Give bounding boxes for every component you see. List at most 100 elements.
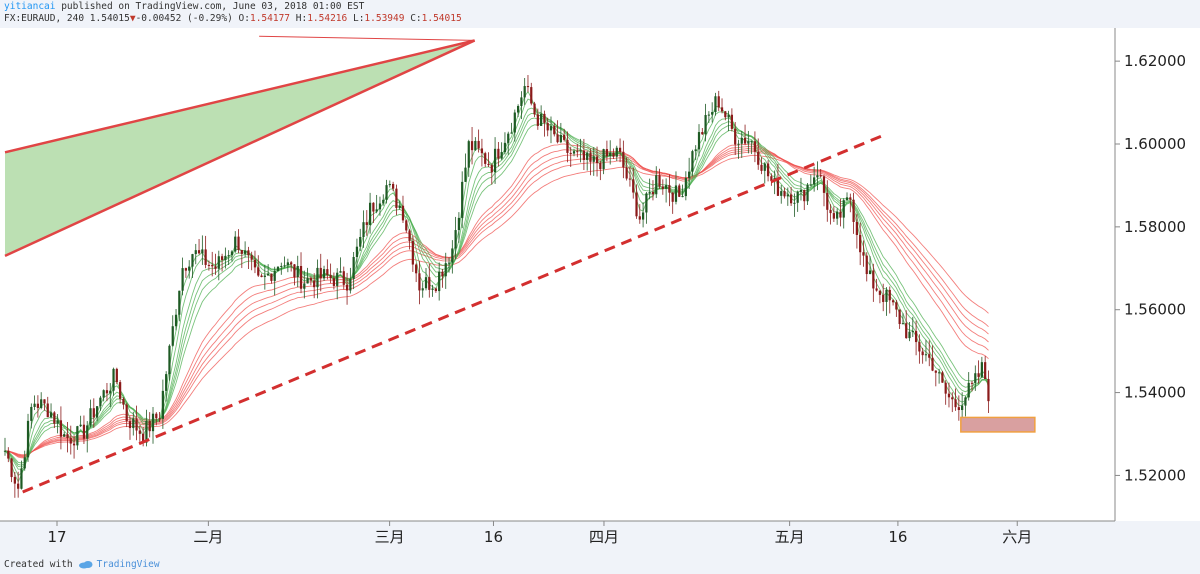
- candle-body: [918, 342, 921, 352]
- x-tick-label: 三月: [375, 528, 405, 546]
- candle-body: [615, 147, 618, 157]
- candle-body: [770, 176, 773, 182]
- candle-body: [500, 152, 503, 159]
- candle-body: [651, 192, 655, 195]
- candle-body: [490, 165, 493, 173]
- candle-body: [283, 265, 286, 267]
- y-axis-ticks: 1.62000 1.60000 1.58000 1.56000 1.54000 1.520…: [1115, 52, 1186, 484]
- candle-body: [707, 114, 710, 116]
- candle-body: [329, 275, 332, 279]
- candle-body: [3, 450, 7, 452]
- candle-body: [964, 397, 967, 406]
- candle-body: [313, 280, 316, 288]
- candle-body: [276, 266, 280, 272]
- candle-body: [306, 278, 309, 284]
- candle-body: [859, 235, 862, 253]
- candle-body: [201, 249, 204, 254]
- candle-body: [365, 222, 368, 225]
- candle-body: [405, 220, 408, 231]
- candle-body: [674, 185, 678, 202]
- candle-body: [628, 178, 632, 180]
- candle-body: [352, 256, 355, 279]
- created-with-text: Created with: [4, 559, 73, 570]
- candle-body: [56, 420, 59, 424]
- candle-body: [961, 405, 964, 411]
- wedge-pattern[interactable]: [4, 35, 476, 257]
- candle-body: [711, 112, 714, 115]
- candle-body: [829, 209, 832, 214]
- candle-body: [776, 177, 780, 196]
- candle-body: [872, 270, 875, 289]
- candle-body: [66, 434, 69, 438]
- y-tick-label: 1.52000: [1124, 466, 1186, 484]
- price-chart[interactable]: 1.62000 1.60000 1.58000 1.56000 1.54000 1.520…: [0, 28, 1200, 550]
- candle-body: [72, 443, 76, 446]
- chart-header: yitiancai published on TradingView.com, …: [4, 1, 1194, 25]
- candle-body: [457, 217, 461, 231]
- moving-average-ribbon: [4, 90, 989, 483]
- candle-body: [796, 191, 799, 203]
- candle-body: [786, 194, 789, 197]
- candle-body: [813, 177, 816, 185]
- trendline[interactable]: [22, 134, 883, 494]
- candle-body: [868, 270, 872, 275]
- candle-body: [158, 418, 161, 420]
- candle-body: [461, 181, 464, 218]
- candle-body: [701, 132, 704, 135]
- candle-body: [378, 203, 382, 210]
- candle-body: [878, 290, 882, 295]
- candle-body: [168, 345, 171, 375]
- candle-body: [99, 397, 102, 407]
- candle-body: [536, 114, 539, 126]
- candle-body: [247, 250, 250, 256]
- candle-body: [743, 137, 747, 144]
- author-link[interactable]: yitiancai: [4, 1, 56, 12]
- target-zone[interactable]: [960, 416, 1036, 433]
- candle-body: [507, 133, 510, 143]
- candle-body: [691, 151, 694, 172]
- candle-body: [875, 288, 878, 291]
- x-tick-label: 五月: [775, 528, 805, 546]
- candle-body: [688, 171, 691, 179]
- candle-body: [211, 265, 214, 267]
- candle-body: [309, 278, 312, 281]
- candle-body: [826, 192, 829, 210]
- candle-body: [605, 149, 609, 157]
- candle-body: [349, 278, 352, 291]
- candle-body: [415, 264, 418, 274]
- candle-body: [253, 259, 257, 268]
- candle-body: [362, 222, 365, 237]
- candle-body: [10, 458, 13, 478]
- published-text: published on TradingView.com, June 03, 2…: [55, 1, 365, 12]
- candle-body: [135, 418, 138, 431]
- candle-body: [852, 199, 855, 222]
- candle-body: [803, 189, 806, 202]
- candle-body: [714, 96, 717, 113]
- candle-body: [951, 397, 954, 400]
- tradingview-brand[interactable]: TradingView: [78, 559, 160, 570]
- candle-body: [392, 183, 395, 189]
- candle-body: [546, 122, 549, 131]
- y-tick-label: 1.62000: [1124, 52, 1186, 70]
- candle-body: [188, 266, 191, 271]
- candle-body: [434, 288, 437, 292]
- candle-body: [934, 370, 937, 373]
- price-axis[interactable]: [1115, 28, 1200, 521]
- candle-body: [59, 420, 63, 437]
- candle-body: [510, 132, 513, 134]
- candle-body: [684, 178, 687, 197]
- candle-body: [191, 254, 194, 267]
- candle-body: [967, 382, 970, 398]
- candle-body: [477, 140, 480, 149]
- low-label: L:: [347, 13, 365, 24]
- candle-body: [36, 403, 40, 408]
- candle-body: [299, 265, 303, 289]
- candle-body: [635, 192, 638, 217]
- candle-body: [388, 183, 391, 186]
- candle-body: [355, 246, 359, 257]
- candle-body: [480, 148, 484, 154]
- candle-body: [717, 96, 720, 108]
- candle-body: [267, 273, 270, 276]
- candle-body: [845, 197, 849, 201]
- candle-body: [704, 115, 707, 135]
